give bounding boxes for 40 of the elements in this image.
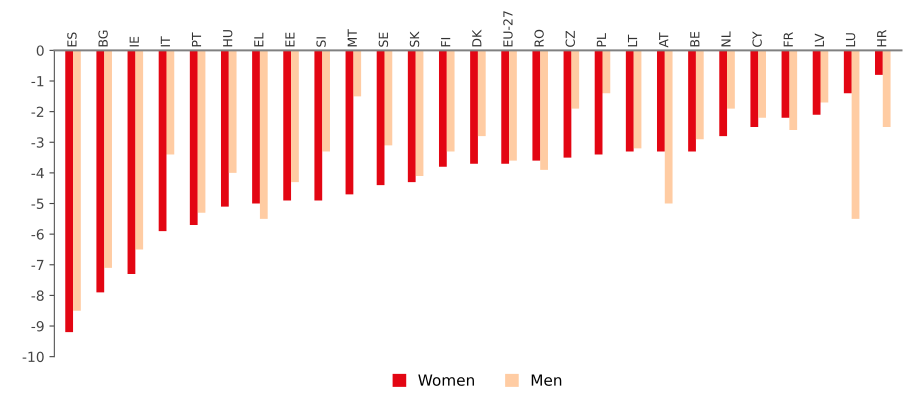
legend-label: Women [418,374,474,386]
x-tick-label: LV [814,34,824,46]
x-tick-label: PL [596,33,606,46]
x-tick-label: SE [378,32,388,47]
x-tick-label: RO [534,30,544,46]
x-tick-label: BE [690,32,700,46]
y-tick-label: -7 [31,260,44,270]
x-tick-label: HU [223,30,232,46]
y-tick-label: -1 [31,76,44,86]
x-tick-label: FR [784,32,793,46]
x-tick-label: EU-27 [503,11,513,46]
x-tick-label: EL [254,32,264,46]
x-tick-label: FI [441,38,450,46]
x-tick-label: LT [628,34,638,46]
x-tick-label: CY [752,31,762,47]
x-tick-label: LU [846,33,856,46]
x-tick-label: CZ [566,30,575,47]
x-tick-label: IT [160,36,170,46]
x-tick-label: IE [130,36,139,46]
y-tick-label: -10 [22,352,44,362]
legend-label: Men [532,374,562,386]
y-tick-label: -3 [31,137,44,148]
y-tick-label: -4 [31,168,44,178]
x-tick-label: SK [410,31,420,47]
y-tick-label: -8 [31,290,44,301]
x-tick-label: ES [67,32,77,46]
y-tick-label: 0 [36,45,44,56]
y-tick-label: -5 [31,198,44,209]
x-tick-label: AT [659,32,668,48]
y-tick-label: -6 [31,229,44,240]
x-tick-label: MT [348,29,357,46]
x-tick-label: BG [98,30,108,46]
x-tick-label: NL [721,31,731,46]
y-tick-label: -2 [31,106,44,117]
x-tick-label: DK [472,30,482,46]
x-tick-label: EE [285,32,294,46]
x-tick-label: SI [316,37,326,47]
y-tick-label: -9 [31,320,44,332]
x-tick-label: HR [877,30,886,46]
x-tick-label: PT [192,32,202,46]
